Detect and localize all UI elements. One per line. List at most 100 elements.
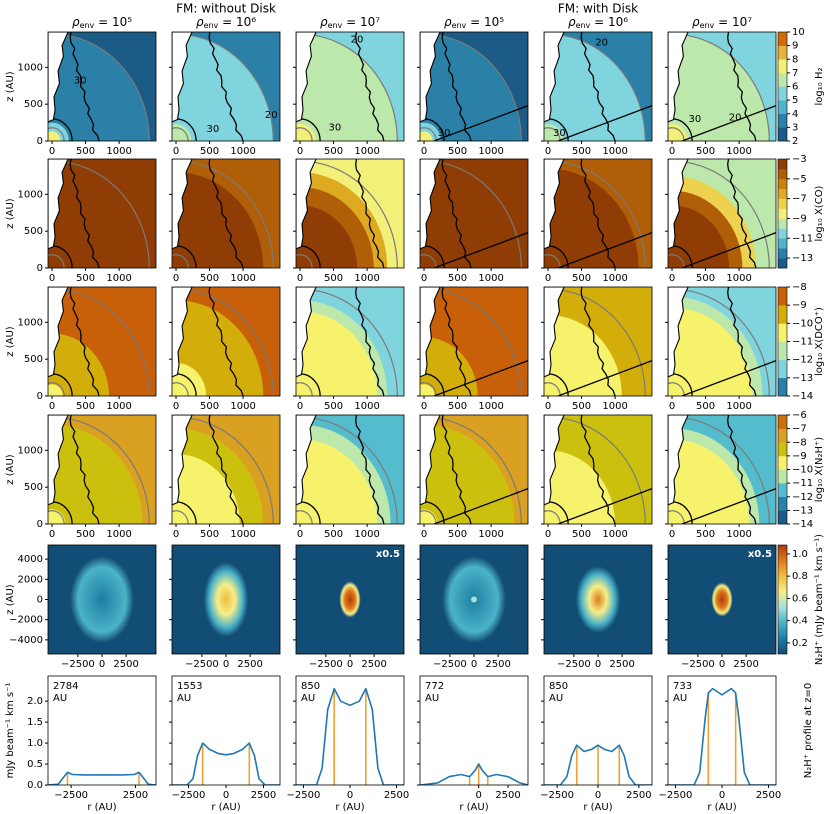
separation-label: AU [673,693,687,704]
x-tick-label: 1000 [354,273,379,284]
panel-plot [296,545,404,654]
panel-frame [419,675,529,786]
y-axis-label: z (AU) [5,198,16,228]
colorbar-band [778,59,787,74]
colorbar-band [778,442,787,457]
colorbar-tick-label: −12 [792,355,813,366]
outflow-cavity [296,159,317,250]
panel-frame [543,158,653,269]
panel-frame [171,158,281,269]
map-zone [420,131,433,141]
y-tick-label: 4000 [18,554,43,565]
envelope-arc [544,382,561,396]
y-tick-label: 0 [37,136,43,147]
colorbar-band [778,208,787,219]
x-tick-label: 500 [76,401,95,412]
colorbar-tick-label: −10 [792,318,813,329]
x-tick-label: 0 [173,146,179,157]
colorbar-tick-label: −3 [792,154,807,165]
y-tick-label: 2.0 [27,696,43,707]
panel-plot [420,287,528,396]
x-tick-label: 500 [200,529,219,540]
contour [441,159,472,268]
colorbar-band [778,127,787,142]
x-tick-label: −2500 [185,659,219,670]
x-axis-label: r (AU) [583,802,612,813]
emission [575,566,621,633]
x-tick-label: 1000 [106,529,131,540]
title-subscript: env [328,21,343,30]
panel-frame [667,158,777,269]
panel-frame [419,286,529,397]
y-tick-label: 1.5 [27,717,43,728]
contour-label: 20 [595,37,608,48]
colorbar-tick-label: 0.6 [792,593,808,604]
y-tick-label: 1.0 [27,738,43,749]
colorbar-band [778,305,787,324]
x-tick-label: 1000 [230,529,255,540]
colorbar-tick-label: 0.4 [792,616,808,627]
x-tick-label: 0 [49,529,55,540]
disk-contour [557,488,652,524]
emission [203,562,249,637]
outflow-cavity [296,32,317,123]
colorbar-band [778,32,787,46]
x-tick-label: 500 [572,529,591,540]
y-tick-label: 2000 [18,574,43,585]
panel-plot [48,415,156,524]
envelope-arc [48,382,65,396]
colorbar-tick-label: −11 [792,478,813,489]
x-tick-label: 500 [696,273,715,284]
outflow-cavity [420,159,441,250]
x-tick-label: 1000 [106,401,131,412]
x-tick-label: 500 [324,146,343,157]
title-symbol: ρ [72,15,80,29]
envelope-arc [420,510,437,524]
colorbar-tick-label: −13 [792,373,813,384]
column-title: ρenv = 10⁶ [196,15,256,30]
colorbar-tick-label: −11 [792,233,813,244]
profile-line [668,687,776,785]
x-tick-label: 0 [297,146,303,157]
x-tick-label: 0 [719,659,725,670]
panel-plot [48,771,156,785]
outflow-cavity [668,32,689,123]
x-tick-label: 0 [421,529,427,540]
title-rest: = 10⁵ [94,15,132,29]
y-tick-label: 1000 [18,189,43,200]
contour [208,32,244,141]
x-tick-label: 2500 [384,790,409,801]
x-tick-label: 0 [669,529,675,540]
outflow-cavity [296,415,317,506]
colorbar-tick-label: 0.2 [792,638,808,649]
panel-plot [420,763,528,785]
colorbar-band [778,198,787,209]
contour [208,415,244,524]
x-tick-label: 0 [297,401,303,412]
x-axis-label: r (AU) [211,802,240,813]
column-title: ρenv = 10⁷ [320,15,380,30]
contour-label: 20 [729,112,742,123]
x-tick-label: 0 [669,401,675,412]
title-symbol: ρ [692,15,700,29]
panel-plot [48,32,156,141]
disk-contour [557,232,652,268]
y-tick-label: 1000 [18,317,43,328]
outflow-cavity [544,159,565,250]
x-tick-label: 500 [200,273,219,284]
colorbar-tick-label: 0.8 [792,571,808,582]
x-tick-label: 1000 [478,529,503,540]
colorbar-band [778,188,787,199]
y-tick-label: −2000 [9,615,43,626]
colorbar-band [778,228,787,239]
separation-label: 733 [673,681,692,692]
contour [441,415,472,524]
disk-contour [681,360,776,396]
y-tick-label: 0 [37,595,43,606]
separation-label: AU [425,693,439,704]
panel-frame [171,414,281,525]
contour-label: 30 [329,123,342,134]
map-zone [296,205,358,268]
title-symbol: ρ [444,15,452,29]
contour [355,159,385,268]
